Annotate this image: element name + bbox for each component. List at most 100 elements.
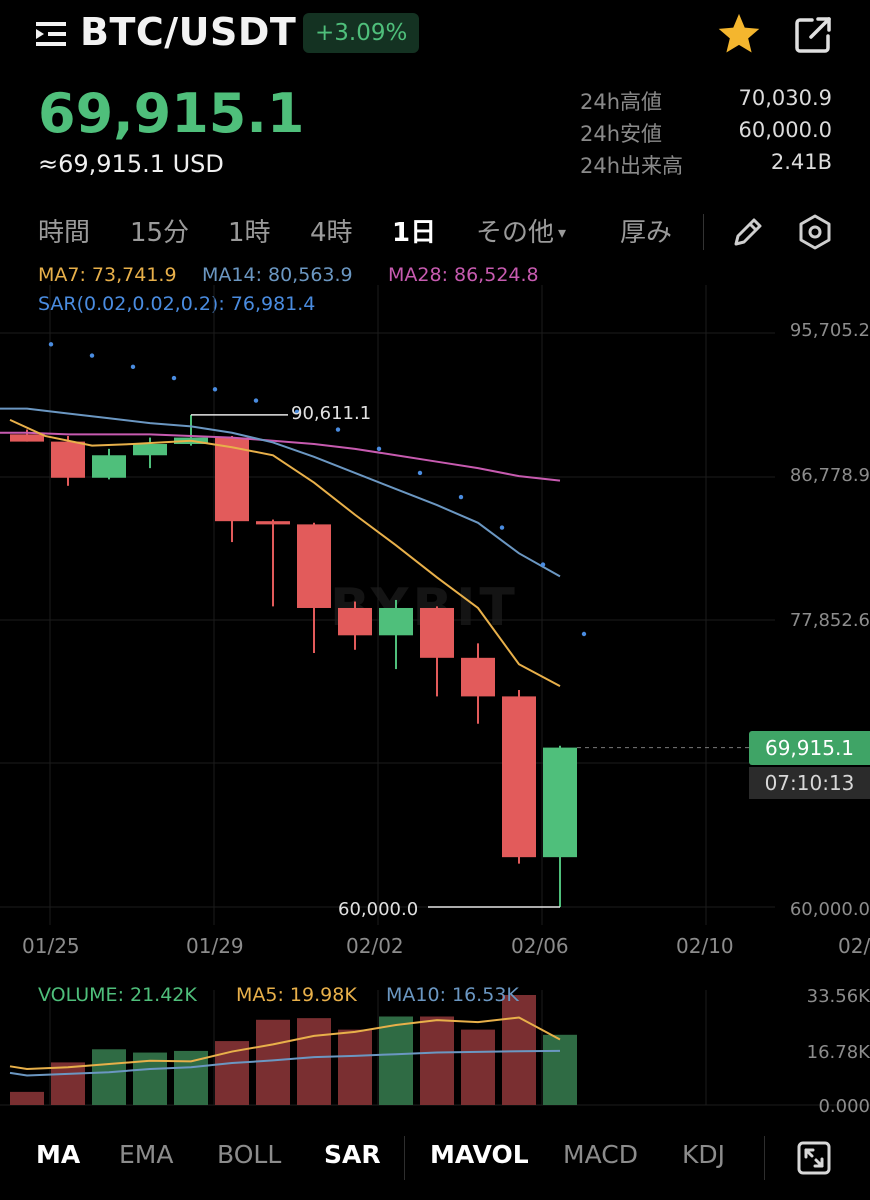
sar-dot [212, 387, 218, 392]
last-price: 69,915.1 [38, 82, 305, 145]
stat-value-high: 70,030.9 [738, 86, 832, 110]
pair-title[interactable]: BTC/USDT [80, 10, 297, 54]
last-price-tag: 69,915.1 [749, 731, 870, 765]
stat-label-low: 24h安値 [580, 122, 663, 146]
expand-icon[interactable] [796, 1140, 832, 1176]
indicator-tab-ma[interactable]: MA [36, 1140, 81, 1169]
candle-body [338, 607, 372, 636]
tab-more-label: その他 [476, 218, 555, 248]
volume-bar [10, 1091, 44, 1105]
volume-axis-label: 33.56K [806, 986, 870, 1007]
price-axis-label: 86,778.9 [789, 465, 870, 486]
stat-value-low: 60,000.0 [738, 118, 832, 142]
volume-axis-label: 0.000 [818, 1096, 870, 1117]
legend-sar: SAR(0.02,0.02,0.2): 76,981.4 [38, 293, 316, 315]
candle-body [461, 657, 495, 697]
volume-bar [461, 1029, 495, 1105]
ma14-line [0, 407, 561, 578]
date-axis-label: 01/25 [22, 934, 80, 958]
stat-label-volume: 24h出来高 [580, 154, 684, 178]
price-axis-label: 60,000.0 [789, 899, 870, 920]
tab-more[interactable]: その他 ▾ [476, 212, 566, 249]
candle-body [215, 437, 249, 522]
legend-ma14: MA14: 80,563.9 [202, 264, 353, 286]
candle-body [420, 607, 454, 658]
candle-body [502, 696, 536, 858]
volume-bar [543, 1034, 577, 1105]
candle-body [543, 747, 577, 858]
legend-ma28: MA28: 86,524.8 [388, 264, 539, 286]
tab-15m[interactable]: 15分 [130, 218, 190, 248]
sar-dot [499, 525, 505, 530]
sar-dot [89, 353, 95, 358]
volume-bar [92, 1049, 126, 1105]
share-icon[interactable] [792, 14, 834, 56]
menu-icon[interactable] [36, 20, 70, 48]
divider [703, 214, 704, 250]
volume-bar [338, 1029, 372, 1105]
candle-body [256, 521, 290, 525]
price-axis-label: 77,852.6 [789, 610, 870, 631]
indicator-tab-mavol[interactable]: MAVOL [430, 1140, 529, 1169]
sar-dot [581, 631, 587, 637]
legend-volume: VOLUME: 21.42K [38, 984, 197, 1006]
sar-dot [294, 409, 300, 415]
indicator-tab-boll[interactable]: BOLL [217, 1140, 282, 1169]
low-annotation: 60,000.0 [338, 899, 419, 920]
date-axis-label: 02/02 [346, 934, 404, 958]
sar-dot [130, 364, 136, 370]
stat-label-high: 24h高値 [580, 90, 663, 114]
date-axis-label: 02/10 [676, 934, 734, 958]
sar-dot [335, 427, 341, 432]
sar-dot [253, 398, 259, 403]
ma7-line [9, 418, 561, 687]
tab-1d[interactable]: 1日 [392, 218, 437, 248]
indicator-tab-ema[interactable]: EMA [119, 1140, 174, 1169]
sar-dot [171, 375, 177, 381]
legend-vol-ma10: MA10: 16.53K [386, 984, 519, 1006]
candle-body [133, 444, 167, 456]
sar-dot [376, 446, 382, 452]
sar-dot [417, 470, 423, 476]
divider [404, 1136, 405, 1180]
price-axis-label: 95,705.2 [789, 320, 870, 341]
volume-bar [502, 995, 536, 1105]
candle-body [379, 607, 413, 636]
date-axis-label: 02/ [838, 934, 870, 958]
candle-body [92, 455, 126, 478]
volume-ma10-line [9, 1049, 561, 1077]
change-badge: +3.09% [303, 13, 420, 53]
legend-vol-ma5: MA5: 19.98K [236, 984, 357, 1006]
ma28-line [0, 431, 561, 482]
candle-body [10, 434, 44, 442]
volume-bar [51, 1062, 85, 1105]
candle-body [51, 441, 85, 478]
volume-bar [379, 1016, 413, 1105]
sar-dot [458, 494, 464, 500]
tab-time[interactable]: 時間 [38, 218, 91, 248]
indicator-tab-macd[interactable]: MACD [563, 1140, 638, 1169]
countdown-tag: 07:10:13 [749, 767, 870, 799]
usd-price: ≈69,915.1 USD [38, 150, 224, 178]
volume-axis-label: 16.78K [806, 1042, 870, 1063]
volume-ma5-line [9, 1016, 561, 1070]
volume-bar [297, 1018, 331, 1105]
tab-4h[interactable]: 4時 [310, 218, 353, 248]
candle-body [297, 524, 331, 608]
indicator-tab-sar[interactable]: SAR [324, 1140, 381, 1169]
stat-value-volume: 2.41B [770, 150, 832, 174]
volume-bar [420, 1016, 454, 1105]
sar-dot [540, 562, 546, 567]
settings-hexagon-icon[interactable] [796, 213, 834, 251]
price-chart[interactable] [0, 0, 870, 1120]
tab-1h[interactable]: 1時 [228, 218, 271, 248]
volume-bar [256, 1019, 290, 1105]
tab-depth[interactable]: 厚み [620, 218, 673, 248]
pencil-icon[interactable] [730, 214, 766, 250]
star-icon[interactable] [716, 12, 762, 56]
date-axis-label: 01/29 [186, 934, 244, 958]
sar-dot [48, 342, 54, 347]
chevron-down-icon: ▾ [558, 223, 567, 242]
indicator-tab-kdj[interactable]: KDJ [682, 1140, 726, 1169]
legend-ma7: MA7: 73,741.9 [38, 264, 177, 286]
